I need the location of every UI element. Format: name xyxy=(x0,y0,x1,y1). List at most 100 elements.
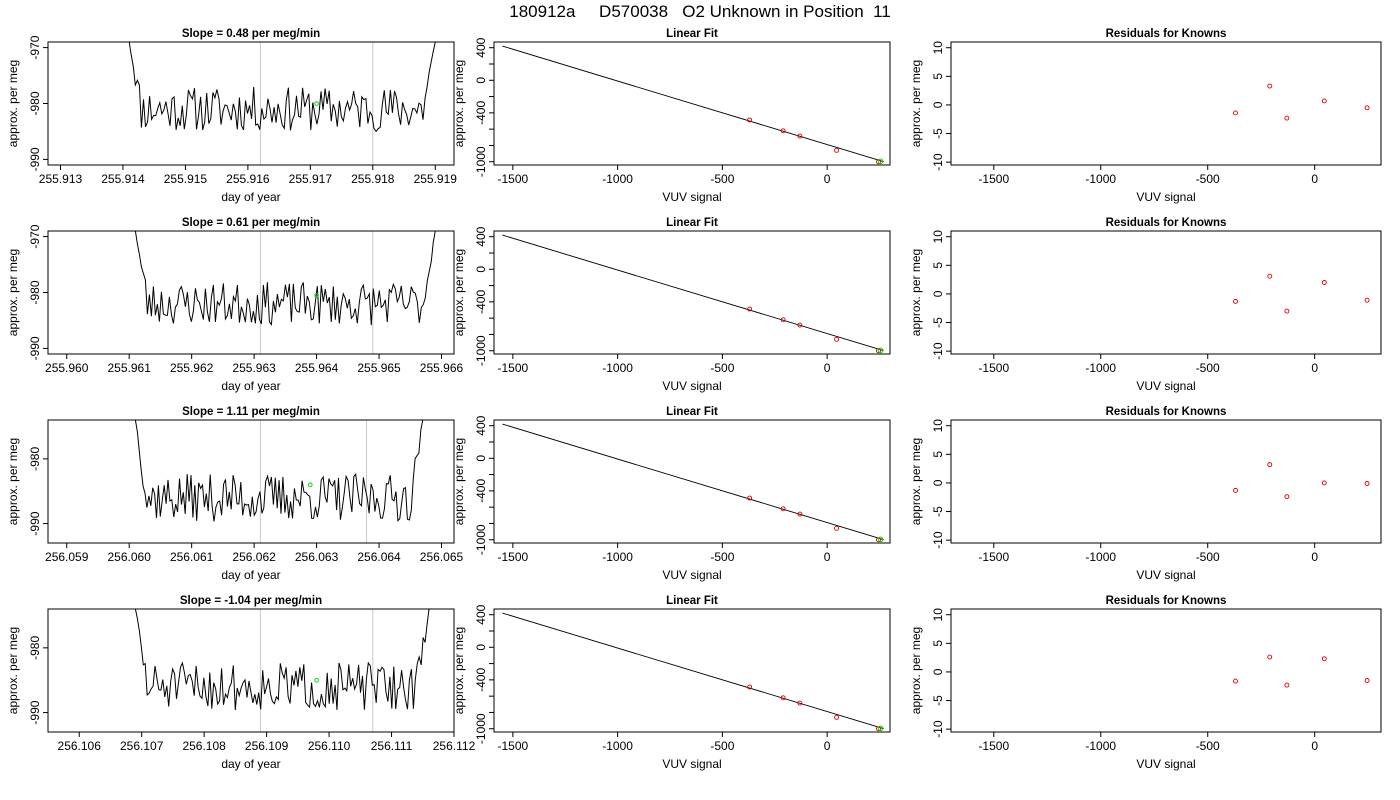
x-tick-label: -500 xyxy=(1196,172,1220,186)
y-tick-label: -980 xyxy=(28,280,42,304)
y-tick-label: 10 xyxy=(931,419,945,433)
x-tick-label: -500 xyxy=(710,739,734,753)
x-axis-label: VUV signal xyxy=(662,379,721,393)
y-tick-label: -990 xyxy=(28,336,42,360)
y-tick-label: -990 xyxy=(28,147,42,171)
y-tick-label: -5 xyxy=(931,695,945,706)
x-tick-label: 256.062 xyxy=(232,550,276,564)
panel-residuals-row-2: Residuals for Knowns -1500 -1000 -500 0 10 5 0 -… xyxy=(909,217,1382,393)
y-tick-label: 0 xyxy=(474,266,488,273)
plot-frame xyxy=(493,608,891,733)
fit-line xyxy=(502,234,884,352)
y-axis-label: approx. per meg xyxy=(6,627,20,714)
data-point xyxy=(1267,654,1273,660)
x-tick-label: -1500 xyxy=(978,739,1009,753)
x-tick-label: 255.962 xyxy=(170,361,214,375)
y-tick-label: -990 xyxy=(28,700,42,724)
panel-linear-fit-row-4: Linear Fit -1500 -1000 -500 0 400 0 -400 -1000 VU… xyxy=(452,595,891,771)
x-tick-label: 0 xyxy=(1311,739,1318,753)
plot-area xyxy=(1233,654,1370,688)
data-point xyxy=(1321,480,1327,486)
panel-residuals-row-1: Residuals for Knowns -1500 -1000 -500 0 10 5 0 -… xyxy=(909,28,1382,204)
x-tick-label: -1500 xyxy=(978,361,1009,375)
trace-line xyxy=(134,609,430,711)
data-point xyxy=(1233,678,1238,684)
y-tick-label: -400 xyxy=(474,668,488,692)
x-axis-label: VUV signal xyxy=(662,757,721,771)
y-tick-label: 0 xyxy=(931,479,945,486)
y-tick-label: -980 xyxy=(28,447,42,471)
y-tick-label: -10 xyxy=(931,342,945,360)
unknown-marker xyxy=(314,677,319,683)
x-tick-label: 256.063 xyxy=(295,550,339,564)
x-tick-label: 255.961 xyxy=(108,361,152,375)
panel-title: Slope = 0.48 per meg/min xyxy=(182,28,320,40)
unknown-point xyxy=(877,347,884,354)
data-point xyxy=(1284,115,1290,121)
y-tick-label: -10 xyxy=(931,720,945,738)
x-tick-label: -1500 xyxy=(978,172,1009,186)
panel-residuals-row-4: Residuals for Knowns -1500 -1000 -500 0 10 5 0 -… xyxy=(909,595,1382,771)
x-tick-label: 0 xyxy=(1311,172,1318,186)
x-tick-label: 256.111 xyxy=(371,739,413,753)
x-axis-label: day of year xyxy=(221,190,280,204)
x-tick-label: 255.917 xyxy=(289,172,333,186)
x-tick-label: 0 xyxy=(1311,550,1318,564)
y-tick-label: -1000 xyxy=(474,146,488,177)
data-point xyxy=(1321,656,1327,662)
x-tick-label: -1000 xyxy=(602,361,633,375)
plot-frame xyxy=(493,419,891,544)
x-tick-label: -1000 xyxy=(1085,361,1116,375)
panel-linear-fit-row-2: Linear Fit -1500 -1000 -500 0 400 0 -400 -1000 VU… xyxy=(452,217,891,393)
y-tick-label: -400 xyxy=(474,479,488,503)
data-point xyxy=(1267,462,1273,468)
x-tick-label: 256.060 xyxy=(108,550,152,564)
x-tick-label: -1000 xyxy=(1085,172,1116,186)
y-tick-label: -980 xyxy=(28,636,42,660)
data-point xyxy=(1267,273,1273,279)
data-point xyxy=(1284,494,1290,500)
data-point xyxy=(780,506,786,512)
y-tick-label: -5 xyxy=(931,506,945,517)
data-point xyxy=(1233,110,1238,116)
y-tick-label: 5 xyxy=(931,262,945,269)
trace-line xyxy=(134,231,436,326)
y-tick-label: -400 xyxy=(474,101,488,125)
data-point xyxy=(1321,98,1327,104)
data-point xyxy=(797,133,803,139)
x-tick-label: 256.065 xyxy=(420,550,464,564)
x-tick-label: 256.107 xyxy=(120,739,164,753)
data-point xyxy=(834,714,840,720)
y-tick-label: 0 xyxy=(931,101,945,108)
x-tick-label: -1500 xyxy=(498,550,529,564)
data-point xyxy=(780,128,786,134)
x-tick-label: 255.964 xyxy=(295,361,339,375)
unknown-point xyxy=(877,725,884,732)
plot-area xyxy=(134,609,430,711)
x-tick-label: 255.963 xyxy=(232,361,276,375)
data-point xyxy=(1284,682,1290,688)
fit-line xyxy=(502,612,884,730)
panel-title: Slope = 1.11 per meg/min xyxy=(182,406,320,418)
y-tick-label: 10 xyxy=(931,41,945,55)
plot-area xyxy=(1233,462,1370,500)
panel-title: Residuals for Knowns xyxy=(1106,595,1227,607)
y-tick-label: -970 xyxy=(28,224,42,248)
data-point xyxy=(1233,298,1238,304)
x-tick-label: 256.064 xyxy=(357,550,401,564)
y-tick-label: -5 xyxy=(931,128,945,139)
fit-line xyxy=(502,423,884,541)
x-tick-label: 0 xyxy=(824,550,831,564)
data-point xyxy=(1267,83,1273,89)
y-tick-label: 400 xyxy=(474,37,488,57)
plot-area xyxy=(502,612,884,732)
plot-area xyxy=(134,420,424,522)
y-tick-label: 5 xyxy=(931,73,945,80)
x-tick-label: 256.106 xyxy=(58,739,102,753)
x-tick-label: 256.109 xyxy=(245,739,289,753)
data-point xyxy=(1284,308,1290,314)
y-tick-label: 0 xyxy=(474,644,488,651)
y-axis-label: approx. per meg xyxy=(909,627,923,714)
x-tick-label: 255.960 xyxy=(45,361,89,375)
y-axis-label: approx. per meg xyxy=(6,438,20,525)
